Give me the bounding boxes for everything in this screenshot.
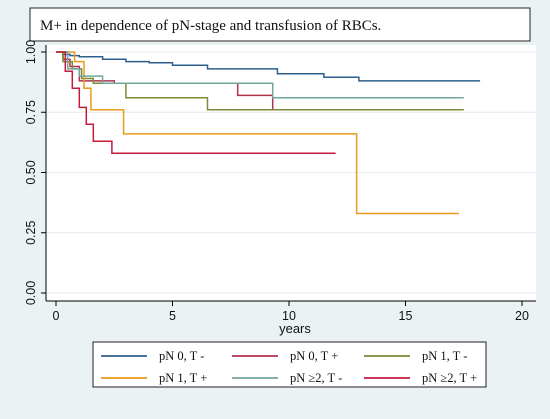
y-tick-label: 1.00: [24, 40, 38, 64]
legend-label: pN 1, T -: [422, 349, 467, 363]
series-line-4: [56, 51, 460, 215]
title-box: [29, 7, 531, 42]
legend-label: pN 1, T +: [159, 371, 207, 385]
x-tick-label: 20: [515, 309, 529, 323]
legend-label: pN ≥2, T -: [290, 371, 342, 385]
x-axis-title: years: [279, 321, 311, 336]
legend-label: pN ≥2, T +: [422, 371, 477, 385]
y-tick-label: 0.75: [24, 100, 38, 124]
chart-title: M+ in dependence of pN-stage and transfu…: [40, 18, 381, 34]
gridlines: [46, 51, 536, 294]
x-tick-label: 15: [399, 309, 413, 323]
x-ticks: 0 5 10 15 20: [53, 301, 529, 323]
y-tick-label: 0.50: [24, 160, 38, 184]
y-ticks: 0.00 0.25 0.50 0.75 1.00: [24, 40, 46, 305]
y-tick-label: 0.25: [24, 221, 38, 245]
series-line-6: [56, 51, 336, 154]
series-line-2: [56, 51, 429, 111]
x-tick-label: 5: [169, 309, 176, 323]
legend: pN 0, T - pN 0, T + pN 1, T - pN 1, T + pN ≥…: [101, 349, 477, 385]
x-tick-label: 10: [282, 309, 296, 323]
series-line-5: [56, 51, 464, 99]
series-layer: [56, 51, 481, 215]
legend-box: [92, 341, 487, 388]
legend-label: pN 0, T +: [290, 349, 338, 363]
legend-label: pN 0, T -: [159, 349, 204, 363]
series-line-1: [56, 51, 481, 82]
y-tick-label: 0.00: [24, 281, 38, 305]
x-tick-label: 0: [53, 309, 60, 323]
